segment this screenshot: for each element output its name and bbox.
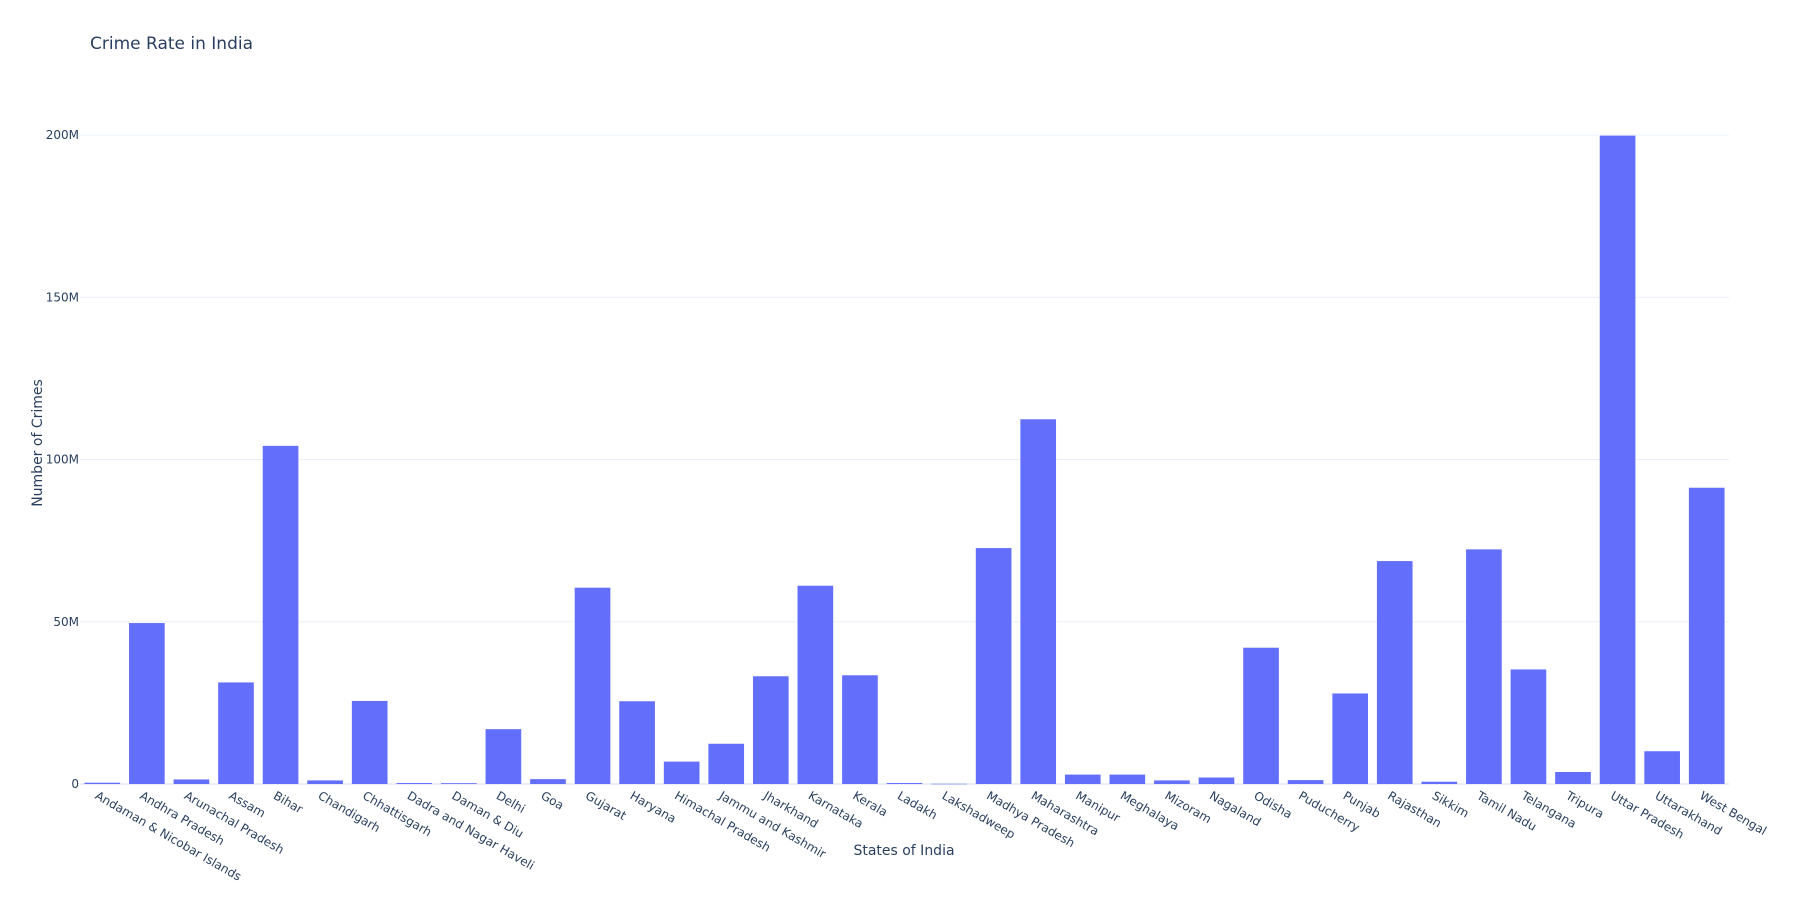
bar[interactable] bbox=[797, 585, 834, 784]
bar[interactable] bbox=[1510, 669, 1547, 784]
bar[interactable] bbox=[440, 783, 477, 784]
bar[interactable] bbox=[1064, 774, 1101, 784]
x-tick-label: Ladakh bbox=[895, 788, 940, 822]
bar[interactable] bbox=[396, 783, 433, 784]
bars bbox=[84, 135, 1725, 785]
x-tick-label: Delhi bbox=[494, 788, 528, 816]
bar[interactable] bbox=[485, 729, 522, 784]
bar[interactable] bbox=[663, 761, 700, 784]
bar[interactable] bbox=[1332, 693, 1369, 784]
bar[interactable] bbox=[842, 675, 878, 784]
y-axis-ticks: 0 50M 100M 150M 200M bbox=[46, 128, 79, 791]
bar[interactable] bbox=[262, 445, 299, 784]
bar[interactable] bbox=[619, 701, 655, 784]
bar[interactable] bbox=[886, 783, 923, 784]
bar[interactable] bbox=[1421, 781, 1458, 784]
y-tick-label: 100M bbox=[46, 453, 79, 467]
bar[interactable] bbox=[173, 779, 210, 784]
bar[interactable] bbox=[129, 623, 165, 784]
bar[interactable] bbox=[1376, 561, 1413, 784]
bar[interactable] bbox=[1243, 647, 1279, 784]
bar[interactable] bbox=[84, 782, 121, 784]
bar[interactable] bbox=[351, 700, 388, 784]
bar[interactable] bbox=[752, 676, 789, 784]
bar[interactable] bbox=[574, 587, 611, 784]
y-tick-label: 50M bbox=[53, 615, 79, 629]
bar[interactable] bbox=[1555, 771, 1591, 784]
bar[interactable] bbox=[1688, 487, 1725, 784]
x-axis-title: States of India bbox=[853, 843, 954, 859]
bar[interactable] bbox=[1644, 751, 1680, 784]
bar[interactable] bbox=[1287, 780, 1324, 784]
x-tick-label: Bihar bbox=[271, 788, 305, 816]
bar[interactable] bbox=[307, 780, 343, 784]
y-tick-label: 150M bbox=[46, 290, 79, 304]
x-tick-label: Goa bbox=[538, 788, 566, 812]
bar[interactable] bbox=[931, 783, 967, 785]
bar[interactable] bbox=[975, 548, 1012, 784]
bar[interactable] bbox=[1109, 774, 1146, 784]
chart-title: Crime Rate in India bbox=[90, 34, 254, 54]
bar[interactable] bbox=[1198, 777, 1235, 784]
bar[interactable] bbox=[530, 779, 566, 784]
y-axis-title: Number of Crimes bbox=[30, 379, 46, 507]
x-tick-label: Haryana bbox=[628, 788, 679, 825]
bar[interactable] bbox=[218, 682, 254, 784]
y-tick-label: 200M bbox=[46, 128, 79, 142]
y-tick-label: 0 bbox=[71, 777, 79, 791]
bar[interactable] bbox=[1154, 780, 1190, 784]
bar[interactable] bbox=[1466, 549, 1502, 784]
bar[interactable] bbox=[1020, 419, 1057, 784]
bar[interactable] bbox=[1599, 135, 1636, 785]
x-tick-label: Gujarat bbox=[583, 788, 629, 823]
bar[interactable] bbox=[708, 743, 745, 784]
